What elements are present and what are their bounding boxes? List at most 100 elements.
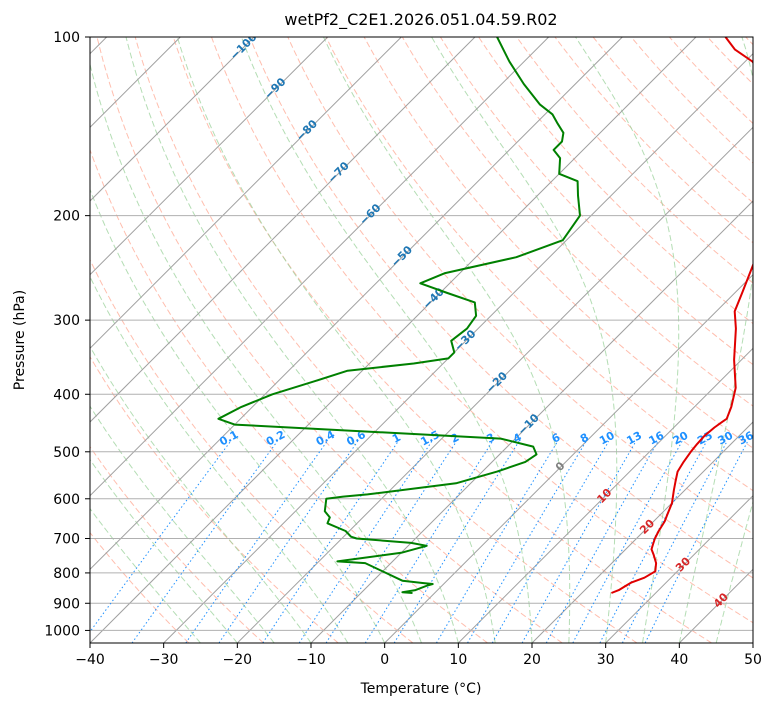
dry-adiabat [439,37,753,366]
mixing-ratio-label: 36 [736,429,756,448]
moist-adiabat [323,37,571,643]
mixing-ratio-label: 16 [647,429,667,448]
moist-adiabat [715,499,753,643]
mixing-ratio-label: 0.1 [217,428,240,449]
isotherm-line [90,37,329,276]
dry-adiabat [745,37,753,46]
moist-adiabat [125,37,459,643]
dry-adiabat [516,37,753,284]
mixing-ratio-line [185,441,328,643]
isotherm-label: −100 [228,30,260,62]
isotherm-line [605,494,753,643]
mixing-ratio-line [644,441,749,643]
isotherm-line [90,37,697,643]
y-tick-label: 900 [53,596,80,612]
isotherm-line [236,126,753,643]
background-lines [90,37,753,643]
isotherm-line [90,37,402,350]
dry-adiabat [401,37,753,407]
y-tick-label: 600 [53,492,80,508]
y-axis-title: Pressure (hPa) [12,290,28,390]
mixing-ratio-label: 0.4 [314,428,338,449]
mixing-ratio-line [90,440,231,633]
mixing-ratio-label: 10 [597,429,617,448]
mixing-ratio-line [467,441,587,643]
data-series [217,37,753,594]
isotherm-line [90,37,255,202]
x-tick-label: −20 [223,652,253,668]
isotherm-line [90,37,623,571]
isotherm-label: 20 [637,517,657,537]
dry-adiabat [592,37,753,204]
isotherm-line [90,37,476,423]
x-tick-label: −40 [75,652,105,668]
dry-adiabat [134,37,638,643]
mixing-ratio-line [364,441,493,643]
isotherm-label: −90 [262,75,289,102]
isotherm-label: 0 [553,459,568,474]
x-tick-label: 10 [449,652,467,668]
isotherm-label: −60 [357,201,384,228]
isotherm-label: 10 [594,486,614,506]
mixing-ratio-line [545,441,659,643]
mixing-ratio-line [262,441,399,643]
x-tick-label: −30 [149,652,179,668]
x-tick-label: 40 [670,652,688,668]
mixing-ratio-line [621,441,728,643]
mixing-ratio-line [521,441,637,643]
mixing-ratio-line [572,441,683,643]
chart-title: wetPf2_C2E1.2026.051.04.59.R02 [284,10,557,30]
moist-adiabat [90,345,312,643]
isotherm-label: −10 [515,411,542,438]
mixing-ratio-label: 20 [671,429,691,448]
x-tick-label: 50 [744,652,762,668]
isotherm-line [163,52,753,643]
isotherm-label: −80 [294,117,321,144]
mixing-ratio-line [131,441,278,643]
moist-adiabat [90,405,275,643]
moist-adiabat [90,507,201,643]
dry-adiabat [707,37,753,85]
moist-adiabat [240,37,533,643]
x-axis-title: Temperature (°C) [360,681,482,697]
mixing-ratio-line [393,441,520,643]
dewpoint-profile-line [217,37,581,594]
y-tick-label: 1000 [44,623,80,639]
y-tick-label: 400 [53,387,80,403]
moist-adiabat [575,37,680,643]
y-tick-label: 800 [53,566,80,582]
mixing-ratio-line [218,441,359,643]
x-tick-label: 0 [380,652,389,668]
isotherm-line [310,200,753,643]
moist-adiabat [90,188,386,643]
dry-adiabat [90,258,414,643]
isotherm-line [531,421,753,643]
y-tick-label: 300 [53,313,80,329]
dry-adiabat [90,148,488,643]
moist-adiabat [90,458,238,643]
mixing-ratio-label: 30 [716,429,736,448]
y-tick-label: 500 [53,445,80,461]
isotherm-label: 30 [673,554,693,574]
moist-adiabat [90,62,422,643]
dry-adiabat [478,37,753,325]
dry-adiabat [211,37,753,624]
isotherm-label: −70 [325,159,352,186]
dry-adiabat [90,355,339,643]
isotherm-line [90,37,550,497]
axes: −40 −30 −20 −10 0 10 20 30 40 5010020030040050060… [44,30,762,668]
y-tick-label: 100 [53,30,80,46]
dry-adiabat [669,37,753,125]
moist-adiabat [678,37,753,643]
dry-adiabat [90,445,264,643]
dry-adiabat [249,37,753,579]
mixing-ratio-label: 13 [624,429,644,448]
mixing-ratio-label: 1.5 [418,428,441,449]
isotherm-line [457,347,753,643]
dry-adiabat [554,37,753,244]
plot-frame [89,36,754,644]
moist-adiabat [90,275,349,643]
isotherm-label: −50 [389,243,416,270]
y-tick-label: 200 [53,209,80,225]
